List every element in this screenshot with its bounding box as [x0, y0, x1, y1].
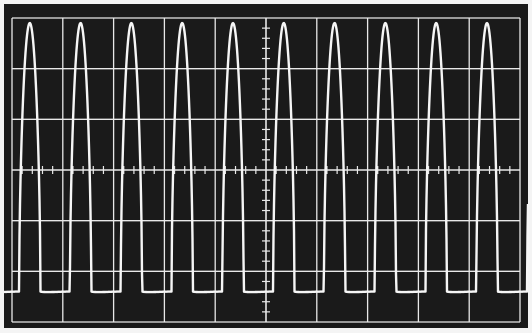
- signal-trace: [3, 21, 530, 294]
- graticule-minor-ticks: [21, 27, 511, 313]
- graticule: [11, 17, 521, 323]
